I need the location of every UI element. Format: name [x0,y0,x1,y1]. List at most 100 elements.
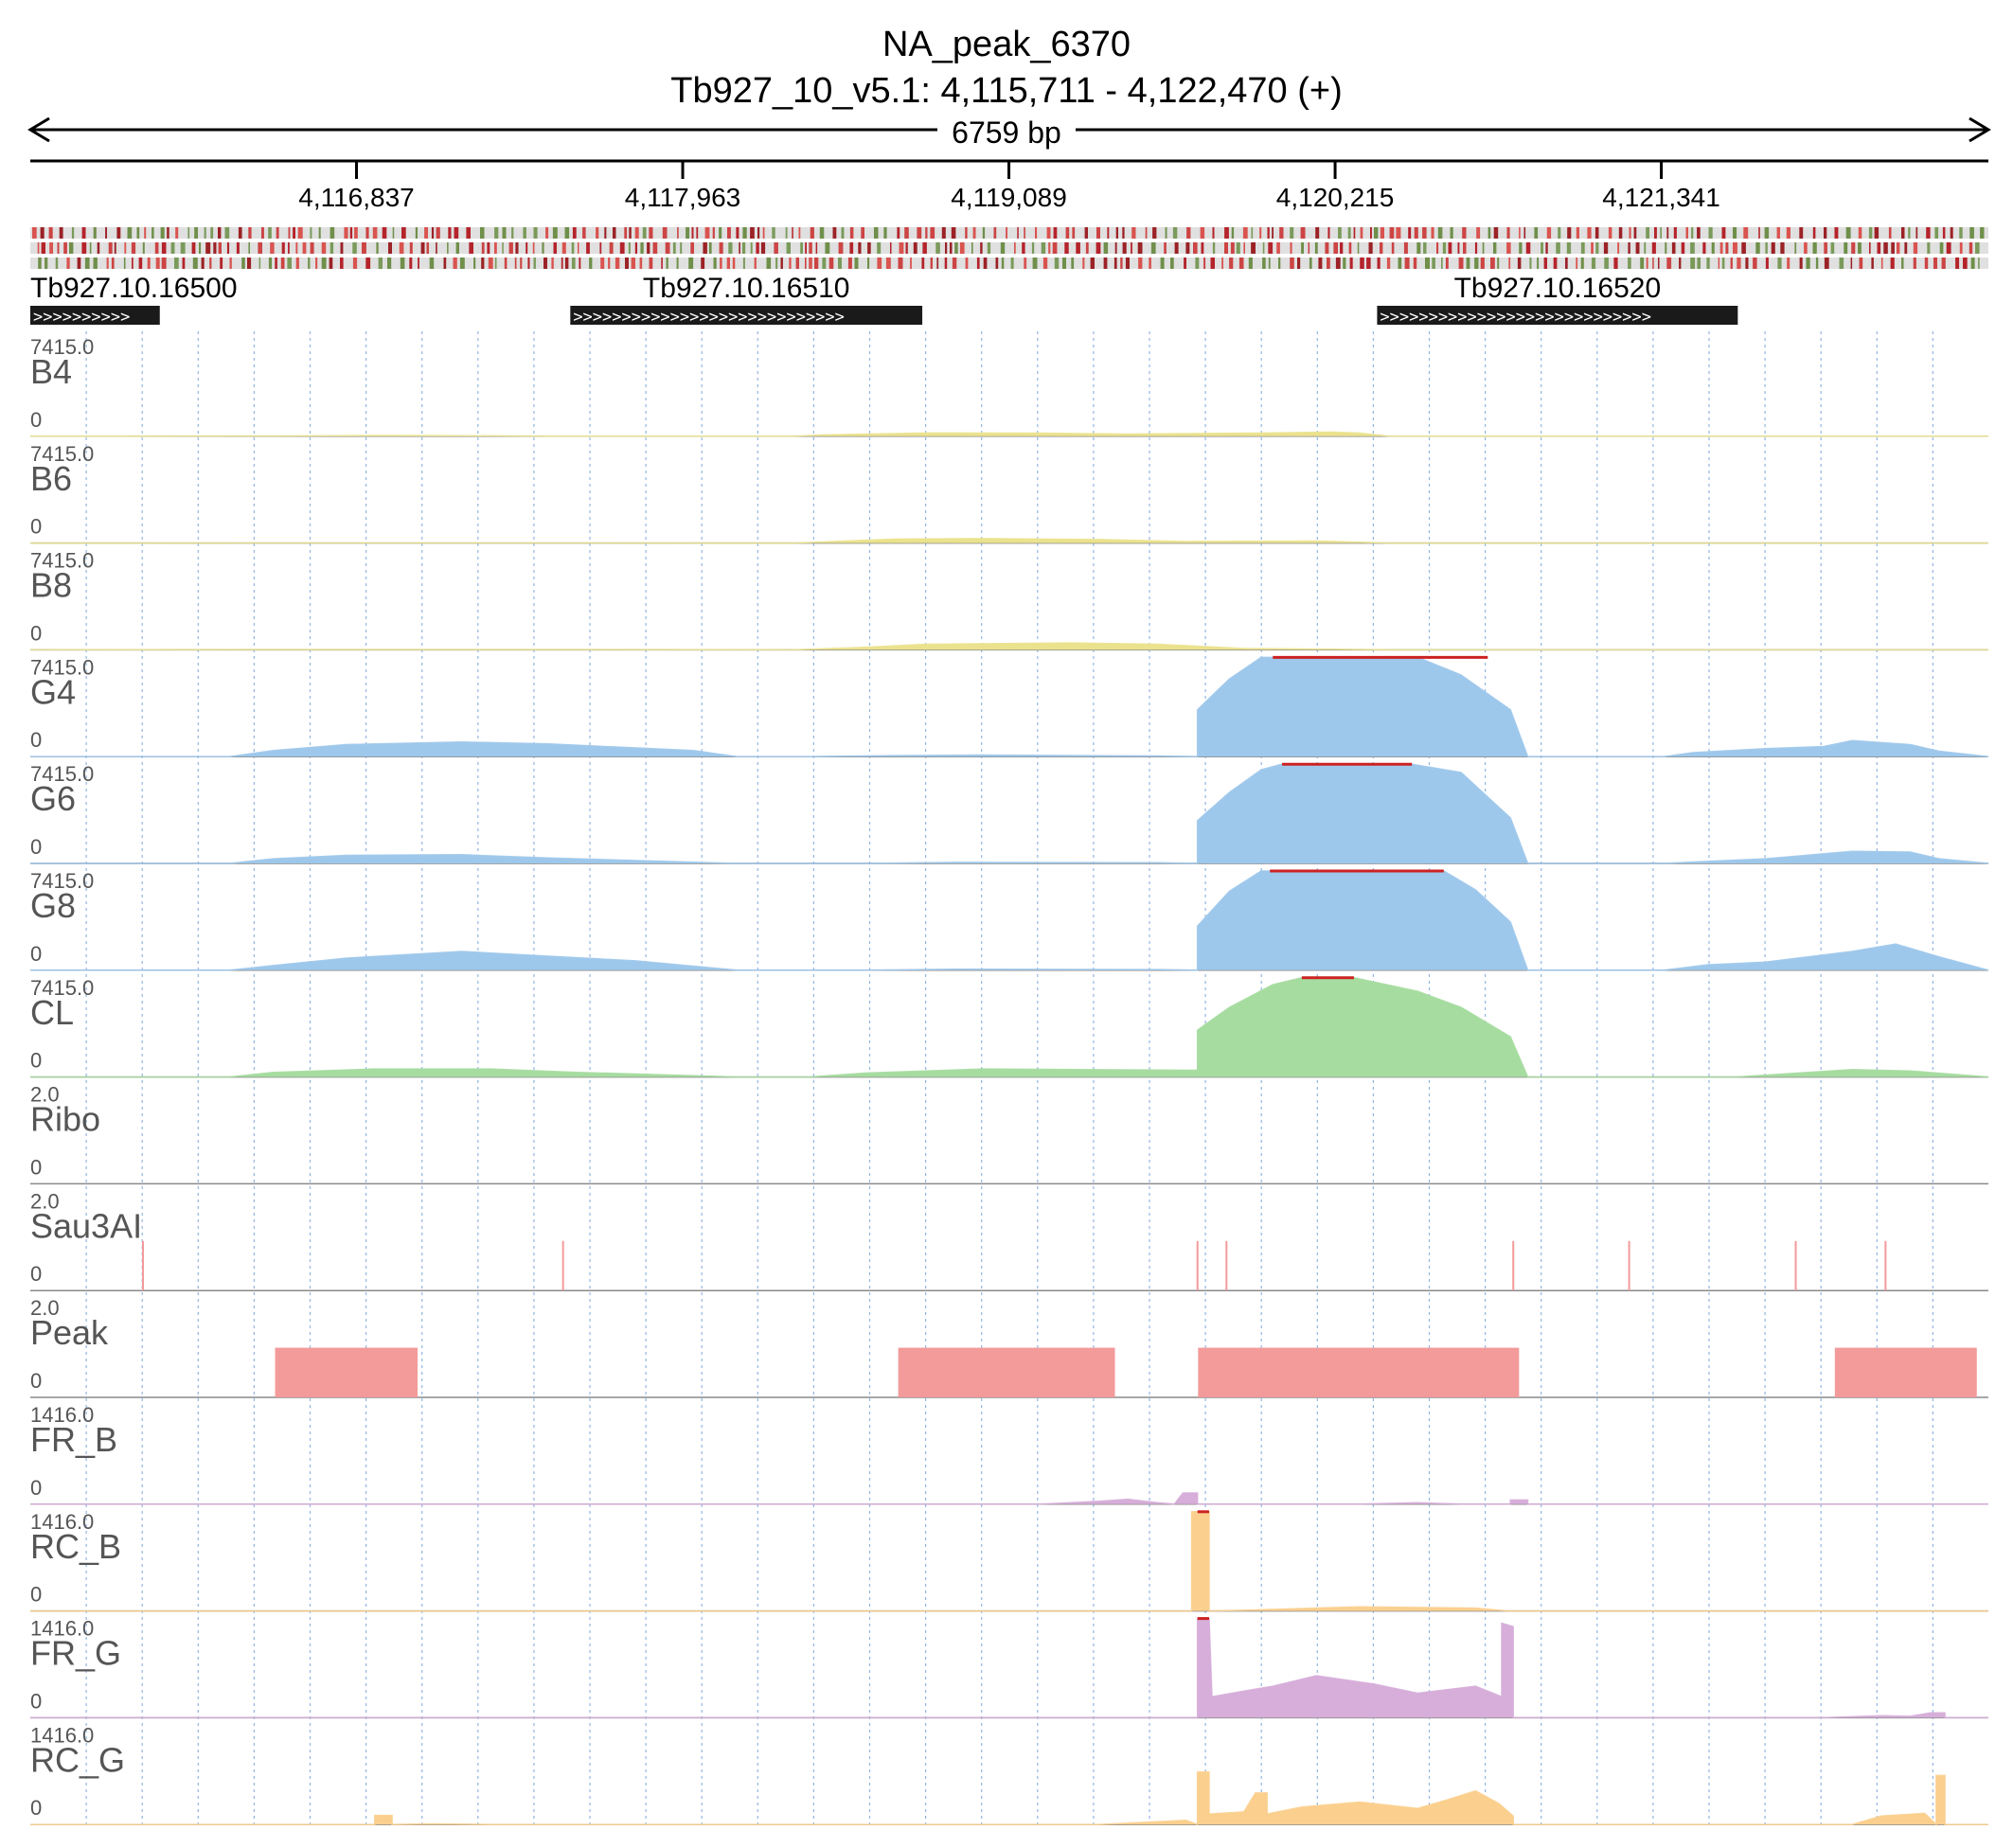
track-b8: 7415.0B8 0 [29,549,1988,651]
data-tracks: 7415.0B407415.0B607415.0B807415.0G407415… [29,335,1989,1826]
track-max-label: 7415.0 [30,335,94,359]
coverage-area [30,643,1988,650]
coverage-area [30,871,1988,970]
coverage-outline [30,1492,1988,1505]
span-indicator: 6759 bp [27,116,1991,150]
peak-title: NA_peak_6370 [882,25,1131,64]
coverage-outline [29,642,1988,651]
gene[interactable]: >>>>>>>>>>>>>>>>>>>>>>>>>>>> Tb927.10.165… [1377,273,1738,327]
track-max-label: 7415.0 [30,869,94,893]
track-name: B8 [30,566,72,605]
track-min-label: 0 [30,1262,42,1286]
span-length: 6759 bp [952,116,1061,150]
track-max-label: 1416.0 [30,1403,94,1427]
ruler-tick-label: 4,121,341 [1602,183,1720,212]
track-min-label: 0 [30,728,42,752]
track-max-label: 7415.0 [30,762,94,786]
track-rc-g: 1416.0RC_G 0 [30,1723,1988,1826]
track-b4: 7415.0B4 0 [29,335,1988,437]
track-g4: 7415.0G4 0 [30,655,1989,757]
coverage-outline [30,763,1989,864]
ruler-tick: 4,116,837 [298,161,415,212]
track-rc-b: 1416.0RC_B 0 [30,1510,1988,1612]
track-min-label: 0 [30,515,42,539]
peak-block [275,1347,419,1397]
ruler-tick-label: 4,119,089 [951,183,1067,212]
ruler-tick: 4,121,341 [1602,161,1720,212]
coverage-outline [30,1617,1988,1719]
track-min-label: 0 [30,1049,42,1073]
track-b6: 7415.0B6 0 [29,442,1988,544]
track-name: FR_G [30,1634,121,1673]
gene[interactable]: >>>>>>>>>>>>>>>>>>>>>>>>>>>> Tb927.10.165… [570,273,923,327]
ruler-tick-label: 4,116,837 [298,183,415,212]
track-name: CL [30,993,74,1032]
ruler-tick: 4,117,963 [625,161,741,212]
gene-body [30,306,160,325]
track-min-label: 0 [30,1689,42,1713]
coverage-area [30,657,1988,757]
coverage-area [30,764,1988,863]
track-cl: 7415.0CL 0 [30,976,1989,1078]
track-min-label: 0 [30,1796,42,1820]
gene[interactable]: >>>>>>>>>> Tb927.10.16500 [30,273,238,327]
track-max-label: 2.0 [30,1189,60,1213]
coverage-area [30,977,1988,1077]
ruler-ticks: 4,116,837 4,117,963 4,119,089 4,120,215 4,12… [298,161,1720,212]
ruler-tick: 4,120,215 [1276,161,1395,212]
track-fr-b: 1416.0FR_B 0 [30,1403,1988,1505]
track-max-label: 1416.0 [30,1723,94,1747]
track-max-label: 7415.0 [30,655,94,679]
track-max-label: 7415.0 [30,442,94,466]
coverage-outline [30,977,1989,1078]
peak-block [1198,1347,1520,1397]
ruler-tick-label: 4,120,215 [1276,183,1395,212]
track-max-label: 7415.0 [30,549,94,573]
coverage-outline [30,870,1989,971]
track-max-label: 1416.0 [30,1617,94,1641]
track-max-label: 1416.0 [30,1510,94,1534]
track-name: RC_B [30,1527,121,1566]
track-min-label: 0 [30,408,42,432]
coverage-outline [29,431,1988,437]
grid-lines [85,331,1934,1827]
track-min-label: 0 [30,1583,42,1607]
track-name: B6 [30,459,72,498]
track-min-label: 0 [30,1476,42,1500]
peak-block [1834,1347,1977,1397]
coverage-area [30,432,1988,436]
track-name: Sau3AI [30,1206,142,1245]
track-g8: 7415.0G8 0 [30,869,1989,971]
track-name: Peak [30,1313,109,1352]
track-name: G6 [30,779,76,818]
track-name: Ribo [30,1100,100,1139]
locus-label: Tb927_10_v5.1: 4,115,711 - 4,122,470 (+) [670,71,1343,111]
gene-label: Tb927.10.16510 [643,273,850,304]
gene-body [570,306,923,325]
coverage-outline [30,1511,1988,1612]
gene-track: >>>>>>>>>> Tb927.10.16500 >>>>>>>>>>>>>>>>… [30,273,1738,327]
coverage-area [30,538,1988,543]
ruler: 4,116,837 4,117,963 4,119,089 4,120,215 4,12… [30,159,1988,212]
ruler-tick: 4,119,089 [951,161,1067,212]
track-g6: 7415.0G6 0 [30,762,1989,864]
gene-body [1377,306,1738,325]
track-max-label: 2.0 [30,1083,60,1107]
sequence-tracks [30,227,1988,269]
track-min-label: 0 [30,621,42,645]
coverage-outline [30,656,1989,757]
track-min-label: 0 [30,1369,42,1393]
track-name: B4 [30,352,72,391]
track-name: G4 [30,672,76,711]
track-max-label: 7415.0 [30,976,94,1000]
track-min-label: 0 [30,835,42,859]
ruler-tick-label: 4,117,963 [625,183,741,212]
coverage-outline [30,1770,1988,1826]
track-name: G8 [30,886,76,925]
strand-arrows: >>>>>>>>>> [33,308,130,327]
track-name: FR_B [30,1420,117,1459]
codon-marks [32,227,1985,269]
